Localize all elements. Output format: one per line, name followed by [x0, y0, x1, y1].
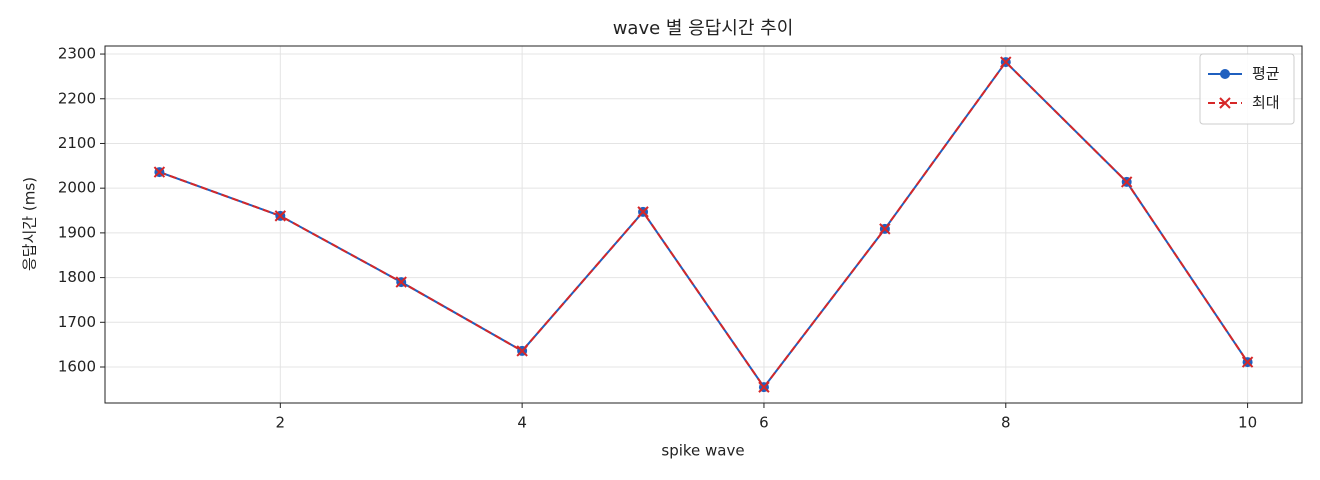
y-tick-label: 1700: [58, 313, 96, 331]
y-tick-label: 1800: [58, 268, 96, 286]
point: [395, 276, 407, 288]
x-tick-label: 10: [1238, 414, 1257, 432]
x-tick-label: 4: [517, 414, 527, 432]
legend-marker: [1219, 97, 1231, 109]
y-tick-label: 2000: [58, 179, 96, 197]
point: [1120, 176, 1133, 188]
x-axis-label: spike wave: [661, 442, 744, 460]
x-tick-label: 8: [1001, 414, 1011, 432]
y-axis-label: 응답시간 (ms): [21, 177, 39, 271]
chart-title: wave 별 응답시간 추이: [613, 18, 794, 39]
point: [637, 206, 649, 218]
legend-frame: [1199, 53, 1295, 125]
point: [516, 345, 528, 357]
point: [1000, 56, 1012, 68]
y-tick-label: 2300: [58, 45, 96, 63]
y-tick-label: 2100: [58, 134, 96, 152]
series-line: [159, 60, 1249, 389]
y-tick-label: 2200: [58, 89, 96, 107]
legend-marker: [1220, 69, 1230, 79]
series-line: [159, 60, 1249, 389]
y-tick-label: 1900: [58, 223, 96, 241]
point: [758, 381, 770, 393]
x-tick-label: 2: [276, 414, 286, 432]
point: [274, 210, 287, 222]
plot-frame: [104, 45, 1303, 404]
legend-label: 평균: [1252, 65, 1280, 83]
y-tick-label: 1600: [58, 358, 96, 376]
x-tick-label: 6: [759, 414, 769, 432]
point: [153, 166, 166, 178]
legend-label: 최대: [1252, 94, 1280, 112]
point: [879, 223, 891, 235]
point: [1241, 356, 1254, 368]
